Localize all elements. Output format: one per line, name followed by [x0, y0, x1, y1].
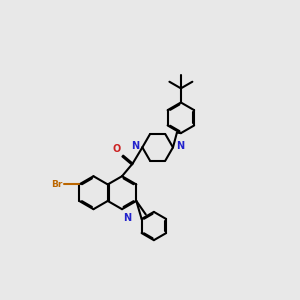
Text: N: N: [123, 213, 131, 223]
Text: N: N: [176, 141, 184, 151]
Text: N: N: [131, 141, 140, 151]
Text: Br: Br: [51, 180, 62, 189]
Text: O: O: [112, 144, 121, 154]
